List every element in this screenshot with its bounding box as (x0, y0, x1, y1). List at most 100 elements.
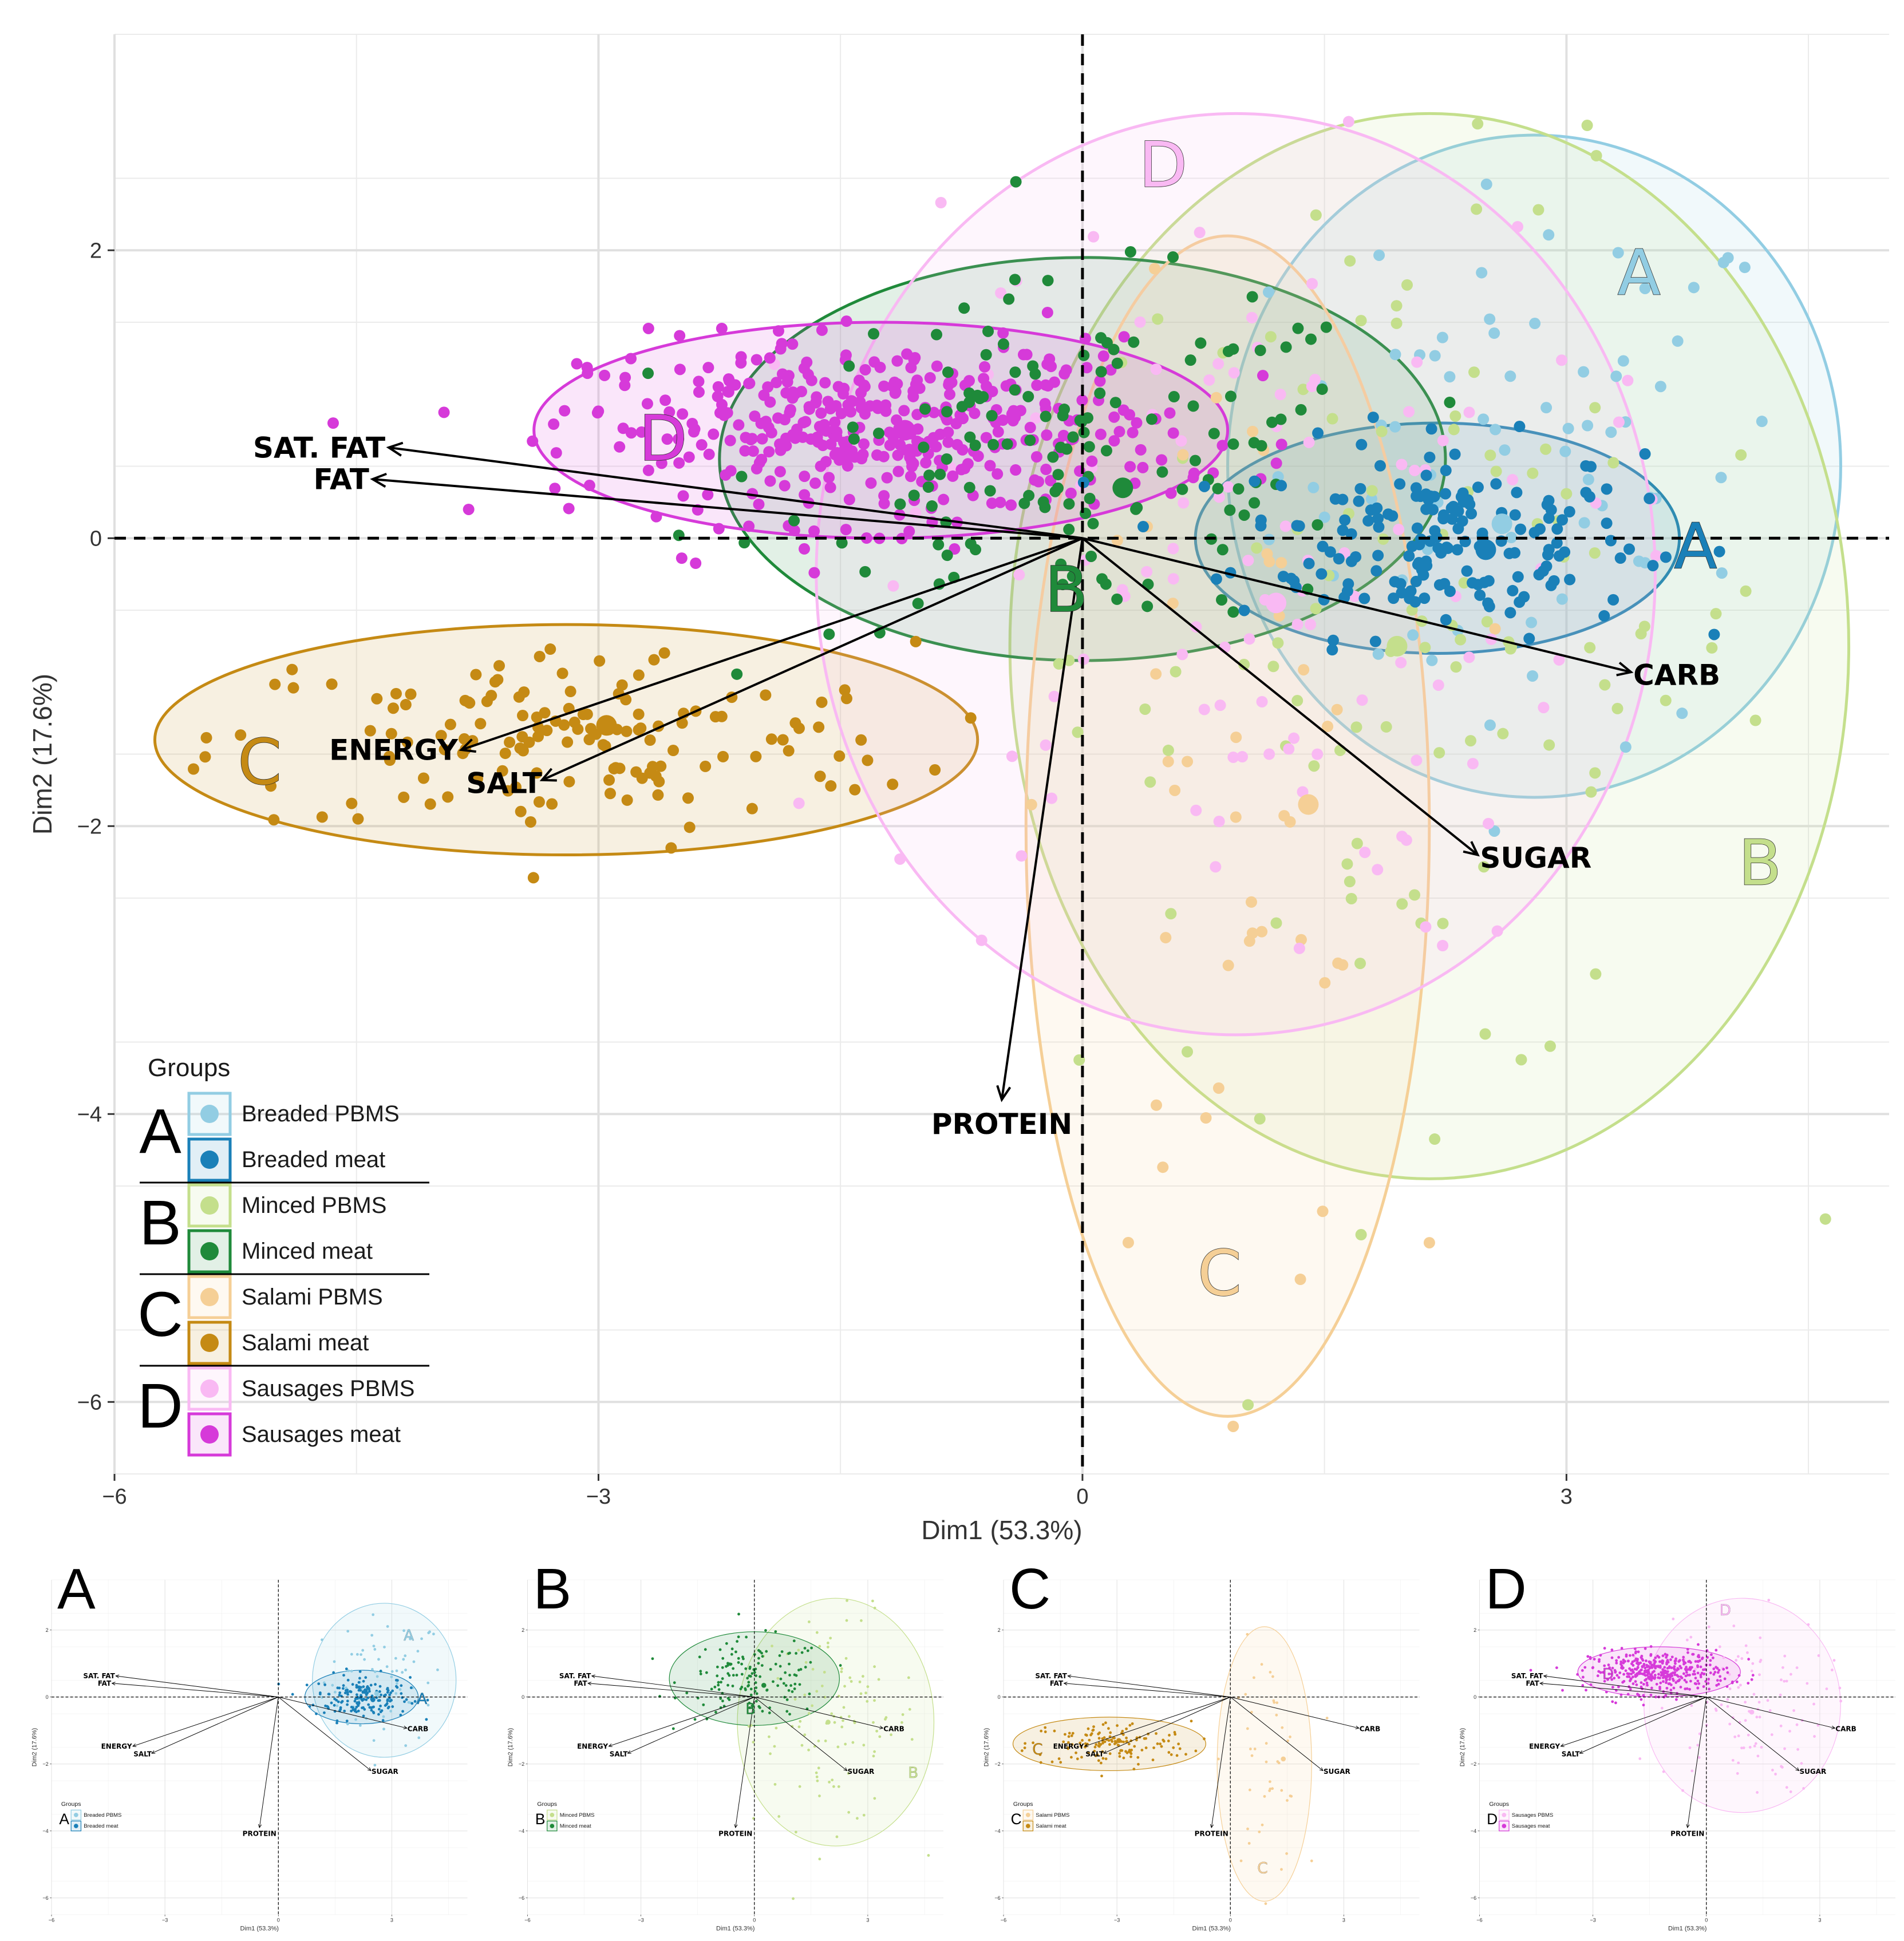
point-minced-pbms (830, 1712, 834, 1715)
point-sausages-meat (1599, 1671, 1602, 1674)
point-salami-meat (887, 778, 899, 790)
point-minced-meat (1266, 416, 1278, 428)
point-salami-meat (862, 754, 874, 766)
point-minced-pbms (793, 1698, 797, 1701)
point-salami-meat (1080, 1756, 1083, 1759)
point-minced-meat (732, 1674, 735, 1677)
point-minced-pbms (873, 1606, 876, 1610)
point-breaded-meat (426, 1698, 429, 1702)
point-minced-pbms (847, 1810, 851, 1814)
point-minced-meat (702, 1703, 705, 1706)
point-breaded-pbms (354, 1718, 357, 1721)
point-sausages-meat (1601, 1671, 1605, 1674)
point-sausages-meat (1688, 1659, 1691, 1663)
point-salami-pbms (1298, 664, 1310, 676)
point-breaded-pbms (1610, 370, 1622, 382)
point-sausages-pbms (1463, 406, 1475, 418)
point-breaded-meat (357, 1702, 361, 1705)
point-breaded-meat (401, 1696, 404, 1699)
point-minced-pbms (1391, 317, 1403, 329)
point-minced-pbms (1376, 425, 1388, 437)
point-sausages-pbms (1751, 1662, 1755, 1665)
point-salami-meat (813, 721, 825, 733)
point-salami-meat (648, 654, 660, 666)
point-salami-pbms (1150, 668, 1162, 680)
point-sausages-meat (1642, 1672, 1646, 1675)
point-minced-meat (1009, 366, 1021, 378)
y-tick-label: −2 (1471, 1761, 1476, 1767)
point-minced-pbms (1251, 542, 1263, 554)
point-minced-pbms (1265, 331, 1277, 343)
point-sausages-meat (1688, 1687, 1691, 1691)
point-breaded-pbms (404, 1654, 407, 1658)
point-breaded-meat (389, 1691, 393, 1694)
point-breaded-meat (378, 1690, 381, 1693)
point-breaded-meat (355, 1710, 358, 1714)
point-sausages-meat (1670, 1666, 1673, 1670)
point-salami-meat (621, 725, 633, 737)
point-salami-pbms (1167, 598, 1179, 610)
point-sausages-pbms (1783, 1654, 1787, 1658)
point-salami-meat (777, 734, 789, 746)
x-tick-label: −3 (638, 1917, 643, 1923)
point-sausages-pbms (1736, 1772, 1739, 1775)
point-sausages-meat (1647, 1665, 1650, 1668)
point-sausages-meat (716, 322, 728, 334)
point-minced-pbms (807, 1620, 811, 1623)
point-breaded-meat (346, 1689, 349, 1691)
point-minced-pbms (848, 1676, 852, 1679)
point-minced-meat (754, 1681, 757, 1685)
point-minced-meat (1128, 336, 1140, 348)
point-minced-meat (894, 498, 906, 510)
x-tick-label: 0 (1705, 1917, 1708, 1923)
point-sausages-meat (722, 373, 734, 385)
point-salami-meat (1096, 1753, 1099, 1757)
point-sausages-pbms (1553, 654, 1565, 666)
point-sausages-meat (943, 388, 955, 400)
point-salami-meat (1101, 1750, 1104, 1753)
x-tick-label: 0 (277, 1917, 280, 1923)
point-minced-meat (768, 1711, 771, 1714)
point-salami-meat (1113, 1740, 1117, 1743)
point-salami-meat (1167, 1751, 1171, 1754)
point-minced-meat (671, 1727, 675, 1730)
point-salami-meat (783, 745, 795, 757)
point-sausages-pbms (1467, 758, 1479, 770)
point-salami-meat (1059, 1761, 1062, 1764)
point-breaded-pbms (390, 1675, 393, 1678)
y-tick-label: −6 (77, 1391, 102, 1415)
loading-label: ENERGY (1053, 1742, 1084, 1750)
point-salami-meat (746, 803, 758, 815)
loading-arrow-energy (132, 1697, 279, 1747)
point-sausages-meat (1694, 1660, 1697, 1663)
point-breaded-meat (377, 1699, 380, 1702)
point-minced-meat (934, 468, 946, 480)
point-salami-meat (346, 797, 358, 809)
point-breaded-meat (323, 1711, 326, 1714)
point-minced-pbms (1584, 642, 1596, 654)
point-sausages-meat (1624, 1669, 1628, 1673)
legend-key-point (550, 1824, 555, 1828)
point-minced-pbms (1468, 366, 1480, 378)
loading-arrow-fat (1540, 1683, 1707, 1698)
point-minced-pbms (840, 1667, 843, 1670)
point-salami-meat (597, 739, 609, 751)
point-sausages-meat (1633, 1659, 1636, 1662)
point-salami-meat (765, 733, 777, 745)
point-salami-pbms (1247, 425, 1259, 437)
point-breaded-meat (1446, 513, 1458, 525)
point-sausages-meat (1621, 1681, 1625, 1684)
point-sausages-pbms (1744, 1644, 1748, 1647)
point-salami-meat (1144, 1746, 1148, 1749)
point-salami-pbms (1260, 1663, 1263, 1666)
point-breaded-meat (1476, 527, 1488, 539)
point-minced-pbms (769, 1752, 772, 1756)
point-salami-meat (287, 682, 299, 694)
point-minced-pbms (815, 1690, 819, 1693)
point-sausages-meat (1747, 1682, 1750, 1685)
point-minced-pbms (1433, 747, 1445, 759)
point-sausages-meat (1647, 1675, 1650, 1679)
ellipse-label-minced-meat: B (1045, 553, 1088, 626)
point-sausages-meat (619, 371, 631, 384)
